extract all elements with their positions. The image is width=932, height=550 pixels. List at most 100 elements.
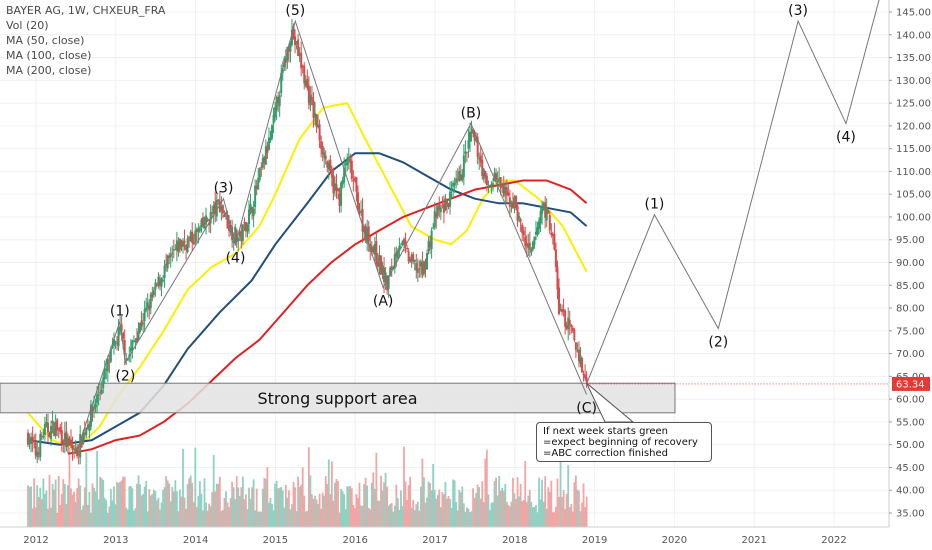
volume-bar xyxy=(498,475,501,527)
candle-body xyxy=(28,442,31,444)
volume-bar xyxy=(241,476,244,527)
candle-body xyxy=(421,262,424,275)
candle-body xyxy=(473,131,476,141)
time-axis-label: 2017 xyxy=(422,535,447,546)
candle-body xyxy=(511,201,514,209)
candle-body xyxy=(461,174,464,181)
candle-body xyxy=(441,205,444,207)
candle-body xyxy=(74,448,77,454)
candle-body xyxy=(312,100,315,118)
candle-body xyxy=(165,263,168,266)
candle-body xyxy=(508,197,511,207)
volume-bar xyxy=(418,510,421,527)
volume-bar xyxy=(292,481,295,527)
volume-bar xyxy=(99,476,102,527)
annotation-callout[interactable]: If next week starts green =expect beginn… xyxy=(536,422,712,462)
candle-body xyxy=(476,136,479,158)
candle-body xyxy=(174,249,177,251)
volume-bar xyxy=(120,480,123,527)
candle-body xyxy=(551,234,554,237)
candle-body xyxy=(435,213,438,218)
candle-body xyxy=(226,215,229,229)
volume-bar xyxy=(48,475,51,527)
wave-labels: (1) (2) (3) (4) (5) (A) (B) (C) (1) (2) (3) (4) xyxy=(110,3,856,416)
candle-body xyxy=(585,377,588,383)
candle-body xyxy=(539,210,542,224)
candle-body xyxy=(83,432,86,435)
candle-body xyxy=(406,248,409,250)
chart-legend: BAYER AG, 1W, CHXEUR_FRA Vol (20) MA (50… xyxy=(6,3,165,78)
volume-bar xyxy=(125,507,128,527)
candle-body xyxy=(148,305,151,311)
volume-bar xyxy=(165,476,168,527)
volume-bar xyxy=(238,496,241,527)
candle-body xyxy=(292,26,295,40)
volume-bar xyxy=(149,495,152,527)
volume-bar xyxy=(482,501,485,527)
candle-body xyxy=(370,246,373,253)
candle-body xyxy=(327,162,330,170)
volume-bar xyxy=(152,489,155,527)
time-axis-label: 2018 xyxy=(502,535,527,546)
time-axis-label: 2020 xyxy=(662,535,687,546)
volume-bar xyxy=(163,486,166,527)
candle-body xyxy=(169,253,172,257)
volume-bar xyxy=(461,486,464,527)
candle-body xyxy=(140,320,143,327)
volume-bar xyxy=(274,483,276,527)
candle-body xyxy=(579,355,582,364)
candle-body xyxy=(530,249,533,253)
candle-body xyxy=(403,239,406,242)
wave-label: (2) xyxy=(115,369,135,385)
volume-bar xyxy=(398,509,401,527)
candle-body xyxy=(286,46,289,61)
volume-bar xyxy=(372,472,375,527)
price-axis[interactable]: 35.0040.0045.0050.0055.0060.0065.0070.00… xyxy=(888,0,931,527)
candle-body xyxy=(100,389,103,394)
candle-body xyxy=(323,152,326,158)
volume-bar xyxy=(386,486,389,527)
volume-bar xyxy=(86,505,89,527)
candle-body xyxy=(59,426,62,432)
volume-bar xyxy=(416,501,419,527)
time-axis-label: 2021 xyxy=(741,535,766,546)
volume-bar xyxy=(495,477,497,527)
volume-bar xyxy=(464,511,467,527)
volume-bar xyxy=(323,495,326,527)
volume-bar xyxy=(524,461,527,527)
candle-body xyxy=(386,275,389,291)
volume-bar xyxy=(390,502,393,527)
candle-body xyxy=(576,350,579,352)
candle-body xyxy=(335,184,338,191)
volume-bar xyxy=(67,485,69,527)
candle-body xyxy=(367,226,370,242)
volume-bar xyxy=(179,489,181,527)
volume-bar xyxy=(109,489,112,527)
volume-bar xyxy=(198,481,201,527)
volume-bar xyxy=(366,485,369,527)
candle-body xyxy=(112,339,115,346)
time-axis[interactable]: 2012 2013 2014 2015 2016 2017 2018 2019 2020 2021… xyxy=(0,526,889,546)
candle-body xyxy=(383,268,386,282)
volume-bar xyxy=(419,486,422,527)
candle-body xyxy=(166,255,169,269)
volume-bar xyxy=(485,449,488,527)
volume-bar xyxy=(519,483,522,527)
volume-bar xyxy=(137,475,140,527)
candle-body xyxy=(424,261,427,270)
candle-body xyxy=(571,327,574,331)
volume-bar xyxy=(27,485,29,527)
volume-bar xyxy=(183,497,186,527)
price-axis-label: 55.00 xyxy=(896,417,925,428)
candle-body xyxy=(389,267,392,277)
volume-bar xyxy=(438,489,441,527)
volume-bar xyxy=(215,483,218,527)
price-axis-label: 95.00 xyxy=(896,235,925,246)
last-price-tag: 63.34 xyxy=(586,376,930,391)
volume-bar xyxy=(117,482,120,527)
candle-body xyxy=(561,308,564,313)
volume-bar xyxy=(228,506,230,527)
volume-bar xyxy=(551,512,554,527)
candle-body xyxy=(465,151,468,153)
